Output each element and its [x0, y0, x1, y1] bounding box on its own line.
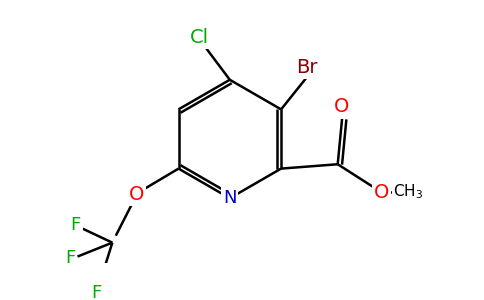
Text: F: F [65, 249, 76, 267]
Text: O: O [374, 183, 389, 202]
Text: F: F [91, 284, 102, 300]
Text: O: O [129, 185, 144, 204]
Text: F: F [71, 216, 81, 234]
Text: Cl: Cl [190, 28, 209, 47]
Text: CH$_3$: CH$_3$ [393, 183, 424, 202]
Text: O: O [334, 97, 350, 116]
Text: Br: Br [297, 58, 318, 77]
Text: N: N [223, 189, 237, 207]
